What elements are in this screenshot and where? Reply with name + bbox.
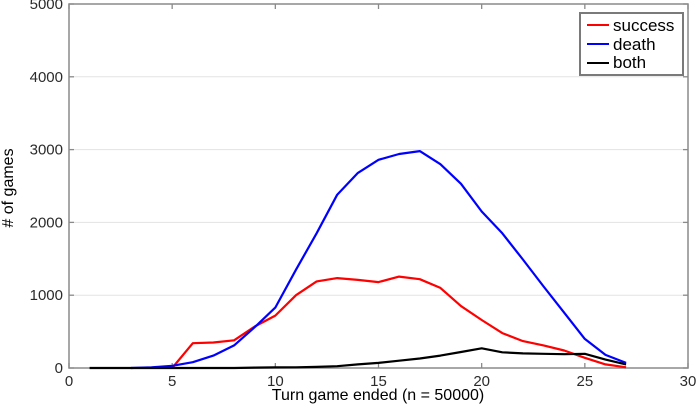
x-tick-label: 10 (267, 373, 284, 390)
legend-swatch-death (587, 43, 609, 45)
x-tick-label: 30 (680, 373, 697, 390)
series-line-death (130, 150, 627, 370)
y-tick-label: 0 (55, 360, 63, 377)
y-tick-label: 5000 (30, 0, 63, 13)
series-line-both (89, 347, 627, 370)
x-tick-label: 15 (370, 373, 387, 390)
x-axis-label: Turn game ended (n = 50000) (271, 387, 485, 404)
x-tick-label: 0 (65, 373, 73, 390)
x-tick-label: 25 (576, 373, 593, 390)
legend-item-success: success (587, 16, 682, 35)
legend: success death both (579, 12, 684, 76)
legend-item-both: both (587, 53, 682, 72)
legend-label-both: both (613, 53, 647, 73)
legend-item-death: death (587, 35, 682, 54)
y-tick-label: 4000 (30, 69, 63, 86)
legend-swatch-both (587, 61, 609, 64)
x-tick-label: 20 (473, 373, 490, 390)
legend-swatch-success (587, 24, 609, 27)
legend-label-success: success (613, 15, 675, 35)
y-tick-label: 1000 (30, 287, 63, 304)
y-axis-label: # of games (0, 148, 17, 228)
y-tick-label: 3000 (30, 142, 63, 159)
series-line-success (171, 275, 627, 369)
legend-label-death: death (613, 34, 656, 54)
y-tick-label: 2000 (30, 214, 63, 231)
x-tick-label: 5 (168, 373, 176, 390)
